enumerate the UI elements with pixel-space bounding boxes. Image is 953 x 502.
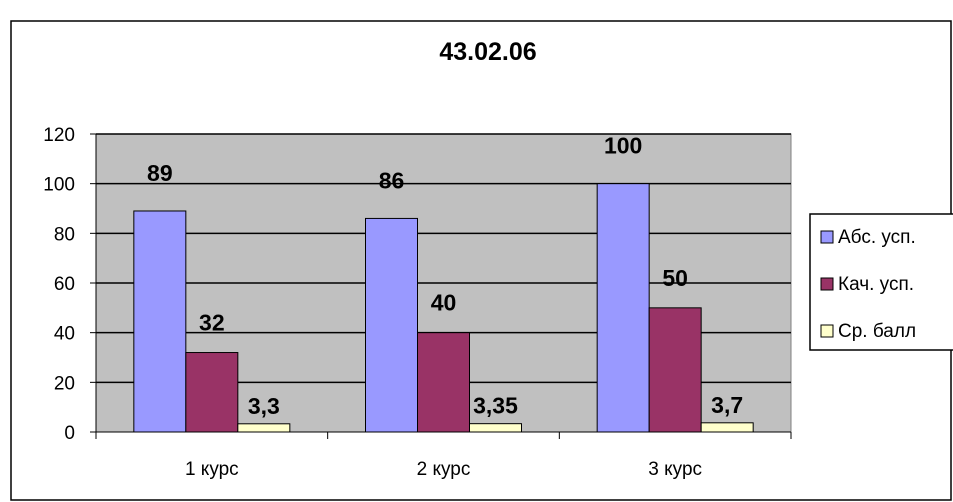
bar — [648, 307, 702, 433]
bar — [185, 352, 239, 433]
data-label: 50 — [662, 265, 688, 291]
legend-label: Кач. усп. — [838, 274, 914, 295]
y-tick-label: 0 — [64, 423, 75, 444]
data-label: 3,7 — [711, 392, 743, 418]
data-label: 3,3 — [248, 393, 280, 419]
bar — [237, 423, 291, 433]
bar — [365, 217, 418, 433]
y-tick-label: 120 — [43, 125, 75, 146]
data-label: 100 — [604, 133, 642, 159]
data-label: 89 — [147, 160, 173, 186]
data-label: 32 — [199, 310, 225, 336]
legend-swatch — [820, 277, 834, 291]
bar — [133, 210, 187, 433]
legend-box — [809, 213, 953, 351]
chart-title: 43.02.06 — [439, 38, 536, 66]
y-tick-label: 100 — [43, 175, 75, 196]
legend-swatch — [820, 324, 834, 338]
legend-label: Абс. усп. — [838, 227, 916, 248]
x-tick-label: 3 курс — [648, 459, 702, 480]
data-label: 86 — [379, 167, 405, 193]
y-tick-label: 20 — [54, 373, 75, 394]
bar — [417, 332, 470, 433]
x-tick-label: 1 курс — [185, 459, 239, 480]
axes — [90, 133, 792, 439]
legend-label: Ср. балл — [838, 321, 916, 342]
data-label: 3,35 — [473, 393, 518, 419]
y-tick-label: 60 — [54, 274, 75, 295]
data-labels: 89 32 3,3 86 40 3,35 100 50 3,7 — [147, 133, 743, 419]
bar — [700, 422, 754, 433]
data-label: 40 — [431, 290, 457, 316]
legend: Абс. усп. Кач. усп. Ср. балл — [809, 213, 953, 351]
bar — [596, 183, 650, 433]
legend-swatch — [820, 230, 834, 244]
tick-labels: 0 20 40 60 80 100 120 1 курс 2 курс 3 курс — [43, 125, 702, 480]
x-tick-label: 2 курс — [417, 459, 471, 480]
y-tick-label: 80 — [54, 224, 75, 245]
bars — [133, 183, 754, 433]
bar — [469, 423, 522, 433]
y-tick-label: 40 — [54, 324, 75, 345]
